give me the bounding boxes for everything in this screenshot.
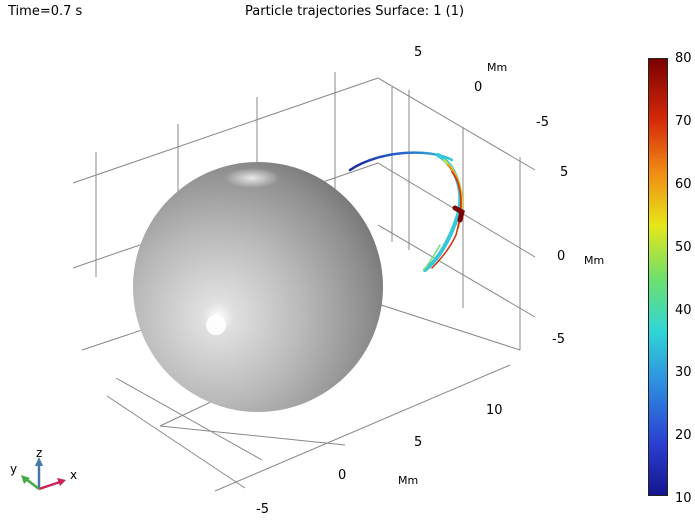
y-tick-label: -5 — [552, 332, 565, 347]
y-tick-label: 0 — [557, 249, 566, 264]
sphere-highlight — [224, 168, 280, 188]
colorbar-tick-label: 40 — [675, 303, 692, 318]
z-tick-label: 5 — [414, 45, 423, 60]
x-tick-label: 10 — [486, 403, 503, 418]
colorbar-tick-label: 80 — [675, 51, 692, 66]
colorbar-tick-label: 60 — [675, 177, 692, 192]
triad-x-label: x — [70, 468, 78, 482]
y-tick-label: 5 — [560, 165, 569, 180]
sphere-surface — [133, 162, 383, 412]
colorbar-tick-label: 30 — [675, 365, 692, 380]
colorbar-tick-label: 70 — [675, 114, 692, 129]
y-axis-unit: Mm — [584, 254, 605, 267]
colorbar-tick-label: 20 — [675, 428, 692, 443]
particle-trajectories — [348, 151, 465, 272]
time-label: Time=0.7 s — [8, 4, 83, 19]
color-legend-bar — [648, 58, 668, 496]
axes-triad — [21, 457, 66, 491]
triad-z-label: z — [36, 446, 43, 460]
triad-y-label: y — [10, 462, 18, 476]
z-tick-label: 0 — [474, 80, 483, 95]
plot-title: Particle trajectories Surface: 1 (1) — [245, 4, 465, 19]
z-axis-unit: Mm — [487, 61, 508, 74]
x-axis-unit: Mm — [398, 474, 419, 487]
colorbar-tick-label: 50 — [675, 240, 692, 255]
x-tick-label: 5 — [414, 435, 423, 450]
x-tick-label: 0 — [338, 468, 347, 483]
z-tick-label: -5 — [536, 115, 549, 130]
colorbar-tick-label: 10 — [675, 491, 692, 506]
x-tick-label: -5 — [256, 502, 269, 517]
